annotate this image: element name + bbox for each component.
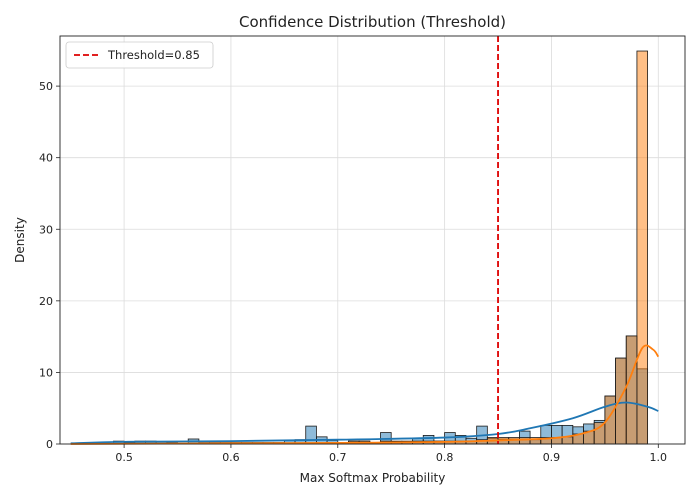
histogram-bar-series-2 [519, 437, 531, 445]
legend-box [65, 41, 214, 69]
histogram-bar-series-2 [593, 422, 606, 445]
plot-area [60, 36, 685, 444]
y-tick-label: 20 [39, 295, 53, 308]
chart-title: Confidence Distribution (Threshold) [239, 13, 506, 31]
y-tick-label: 10 [39, 366, 53, 379]
x-tick-label: 0.5 [115, 451, 133, 464]
histogram-bar-series-2 [625, 335, 638, 445]
y-tick-label: 30 [39, 223, 53, 236]
y-tick-label: 50 [39, 80, 53, 93]
x-axis-label: Max Softmax Probability [300, 471, 446, 485]
legend-threshold-label: Threshold=0.85 [107, 48, 200, 62]
x-tick-label: 0.9 [543, 451, 561, 464]
x-tick-label: 0.7 [329, 451, 347, 464]
x-tick-label: 0.6 [222, 451, 240, 464]
y-axis-label: Density [13, 217, 27, 263]
axes-frame [59, 35, 686, 445]
histogram-bar-series-1 [305, 425, 317, 445]
histogram-bar-series-2 [636, 50, 649, 445]
kde-curve-series-2 [70, 344, 660, 445]
y-tick-label: 0 [46, 438, 53, 451]
y-tick-label: 40 [39, 152, 53, 165]
histogram-bar-series-2 [615, 357, 627, 445]
x-tick-label: 0.8 [436, 451, 454, 464]
x-tick-label: 1.0 [650, 451, 668, 464]
